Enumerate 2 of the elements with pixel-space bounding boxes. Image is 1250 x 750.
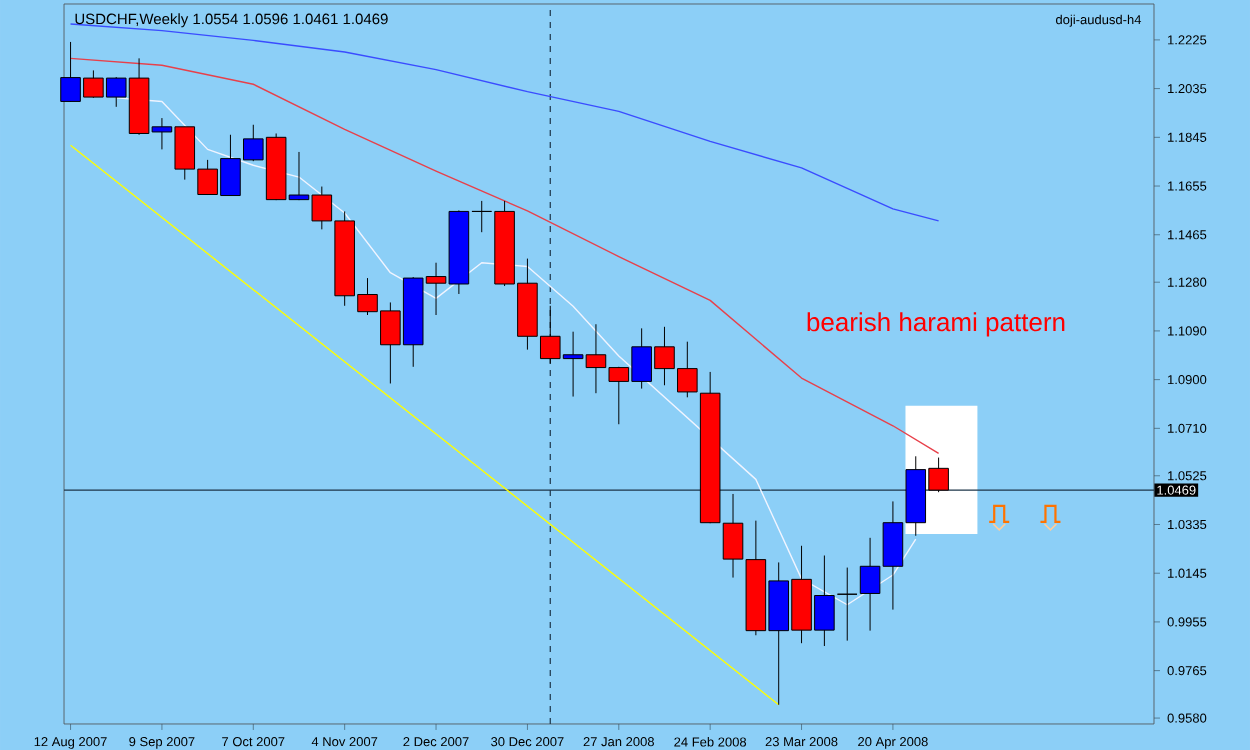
annotation: bearish harami pattern [807, 312, 1065, 337]
candlestick [836, 567, 858, 642]
